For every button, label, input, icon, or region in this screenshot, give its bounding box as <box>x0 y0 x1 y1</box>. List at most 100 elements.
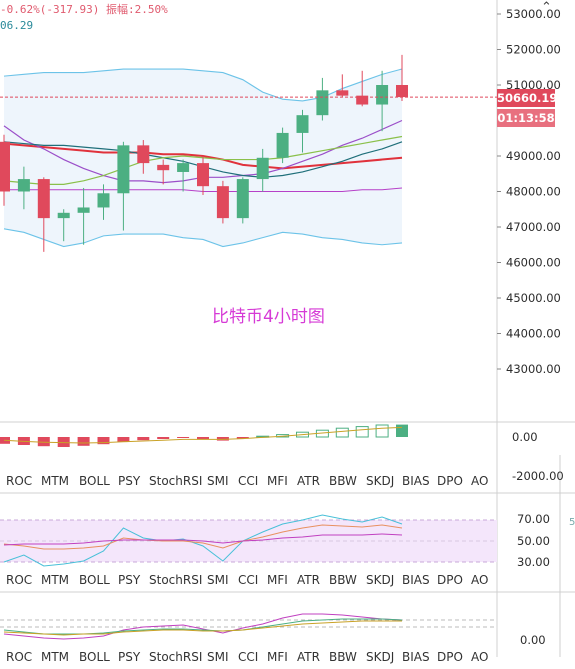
indicator-tab-skdj[interactable]: SKDJ <box>366 573 395 587</box>
candle-body <box>0 141 10 192</box>
macd-axis-label: 0.00 <box>512 430 538 444</box>
bottom-line-2 <box>3 618 403 635</box>
price-tick-label: 45000.00 <box>506 291 561 305</box>
candle-body <box>17 179 30 192</box>
kdj-d-line <box>3 524 403 550</box>
macd-bar <box>355 426 369 438</box>
indicator-tab-bbw[interactable]: BBW <box>329 474 357 488</box>
indicator-tab-skdj[interactable]: SKDJ <box>366 650 395 664</box>
indicator-tab-boll[interactable]: BOLL <box>79 650 110 664</box>
macd-bar <box>197 437 209 440</box>
price-tick-label: 49000.00 <box>506 149 561 163</box>
kdj-axis-label: 50.00 <box>517 534 550 548</box>
indicator-tab-dpo[interactable]: DPO <box>437 650 463 664</box>
candle-body <box>97 193 110 208</box>
macd-bar <box>216 437 229 441</box>
indicator-tab-cci[interactable]: CCI <box>238 573 259 587</box>
edge-label: 5 <box>569 517 575 528</box>
candle-body <box>216 186 229 219</box>
macd-bar <box>177 437 190 438</box>
bottom-line-3 <box>3 620 402 636</box>
candle-body <box>117 145 130 194</box>
macd-bar <box>77 437 90 446</box>
kdj-j-line <box>3 533 403 546</box>
candle-body <box>316 90 329 116</box>
macd-bar <box>335 427 349 438</box>
indicator-tab-roc[interactable]: ROC <box>6 474 33 488</box>
candle-body <box>57 212 70 219</box>
macd-bar <box>57 437 70 447</box>
macd-dea-line <box>3 426 403 444</box>
macd-bar <box>375 424 389 438</box>
indicator-tab-atr[interactable]: ATR <box>297 573 320 587</box>
candle-body <box>77 207 90 213</box>
indicator-tab-smi[interactable]: SMI <box>207 650 229 664</box>
indicator-tab-mtm[interactable]: MTM <box>41 573 70 587</box>
candle-body <box>157 164 170 171</box>
indicator-tab-psy[interactable]: PSY <box>118 474 141 488</box>
indicator-tab-ao[interactable]: AO <box>471 650 489 664</box>
macd-bar <box>37 437 50 447</box>
macd-bar <box>396 424 408 437</box>
chevron-up-icon[interactable]: ⌃ <box>541 0 552 15</box>
price-tick-label: 44000.00 <box>506 327 561 341</box>
indicator-tab-boll[interactable]: BOLL <box>79 474 110 488</box>
ma-value-info: 06.29 <box>0 19 34 32</box>
indicator-tab-smi[interactable]: SMI <box>207 474 229 488</box>
indicator-tab-atr[interactable]: ATR <box>297 474 320 488</box>
candle-body <box>256 157 269 180</box>
kdj-axis-label: 70.00 <box>517 512 550 526</box>
indicator-tab-stochrsi[interactable]: StochRSI <box>149 650 203 664</box>
macd-axis-label: -2000.00 <box>512 469 564 483</box>
indicator-tab-bbw[interactable]: BBW <box>329 650 357 664</box>
indicator-tab-smi[interactable]: SMI <box>207 573 229 587</box>
indicator-tab-mfi[interactable]: MFI <box>267 474 288 488</box>
indicator-tab-bar-3: ROC MTM BOLL PSY StochRSI SMI CCI MFI ATR BBW SKDJ… <box>0 647 497 669</box>
candle-body <box>396 85 408 98</box>
boll-lower-line <box>3 228 403 248</box>
indicator-tab-bbw[interactable]: BBW <box>329 573 357 587</box>
price-change-info: -0.62%(-317.93) 振幅:2.50% <box>0 3 168 16</box>
macd-bar <box>97 437 110 445</box>
indicator-tab-roc[interactable]: ROC <box>6 573 33 587</box>
indicator-tab-ao[interactable]: AO <box>471 474 489 488</box>
candle-body <box>276 132 289 158</box>
price-tick-label: 47000.00 <box>506 220 561 234</box>
indicator-tab-dpo[interactable]: DPO <box>437 573 463 587</box>
indicator-tab-mfi[interactable]: MFI <box>267 573 288 587</box>
candlesticks <box>0 54 408 252</box>
macd-bar <box>137 437 150 441</box>
indicator-tab-bias[interactable]: BIAS <box>402 474 430 488</box>
indicator-tab-mtm[interactable]: MTM <box>41 474 70 488</box>
indicator-tab-bias[interactable]: BIAS <box>402 650 430 664</box>
price-axis: 53000.00 52000.00 51000.00 49000.00 48000.00… <box>0 7 561 376</box>
indicator-tab-psy[interactable]: PSY <box>118 650 141 664</box>
indicator-tab-bias[interactable]: BIAS <box>402 573 430 587</box>
price-tick-label: 52000.00 <box>506 43 561 57</box>
macd-bar <box>236 437 249 439</box>
candle-body <box>137 145 150 164</box>
indicator-tab-mtm[interactable]: MTM <box>41 650 70 664</box>
indicator-tab-ao[interactable]: AO <box>471 573 489 587</box>
indicator-tab-dpo[interactable]: DPO <box>437 474 463 488</box>
indicator-tab-cci[interactable]: CCI <box>238 650 259 664</box>
indicator-tab-atr[interactable]: ATR <box>297 650 320 664</box>
candle-body <box>376 85 389 105</box>
indicator-tab-boll[interactable]: BOLL <box>79 573 110 587</box>
indicator-tab-psy[interactable]: PSY <box>118 573 141 587</box>
candle-body <box>336 90 349 96</box>
indicator-tab-skdj[interactable]: SKDJ <box>366 474 395 488</box>
indicator-tab-stochrsi[interactable]: StochRSI <box>149 573 203 587</box>
indicator-tab-roc[interactable]: ROC <box>6 650 33 664</box>
macd-bar <box>157 437 170 439</box>
indicator-tab-cci[interactable]: CCI <box>238 474 259 488</box>
macd-bar <box>117 437 130 442</box>
price-tick-label: 43000.00 <box>506 362 561 376</box>
price-tick-label: 53000.00 <box>506 7 561 21</box>
price-tick-label: 51000.00 <box>506 78 561 92</box>
chart-watermark: 比特币4小时图 <box>212 307 325 327</box>
kdj-k-line <box>3 514 403 567</box>
indicator-tab-stochrsi[interactable]: StochRSI <box>149 474 203 488</box>
indicator-tab-mfi[interactable]: MFI <box>267 650 288 664</box>
